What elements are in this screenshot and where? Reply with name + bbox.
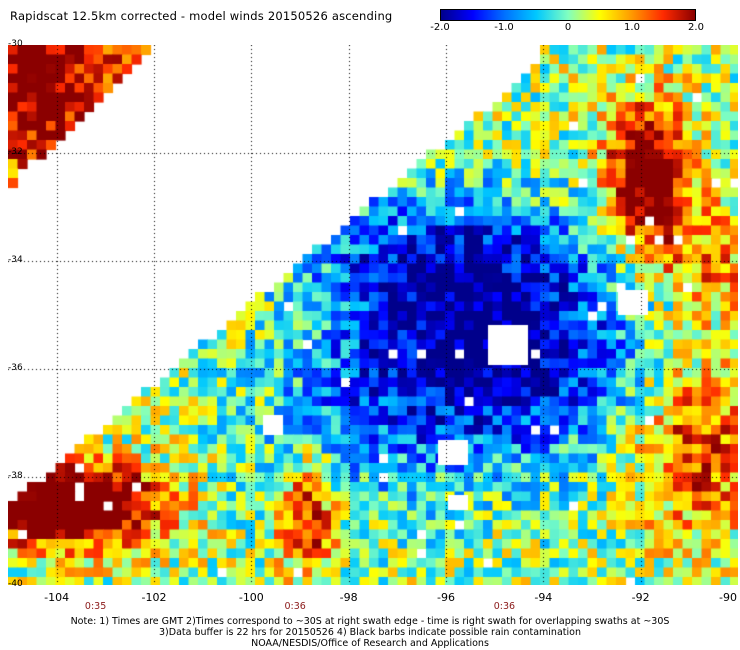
colorbar-tick-label: 0 xyxy=(564,22,572,33)
latitude-tick-label: -36 xyxy=(8,363,23,373)
longitude-tick-label: -92 xyxy=(631,591,650,604)
latitude-tick-label: -32 xyxy=(8,147,23,157)
note-line-3: NOAA/NESDIS/Office of Research and Appli… xyxy=(251,638,489,649)
latitude-tick-label: -30 xyxy=(8,39,23,49)
longitude-tick-label: -100 xyxy=(238,591,264,604)
latitude-tick-label: -40 xyxy=(8,579,23,589)
longitude-tick-label: -98 xyxy=(339,591,358,604)
pass-time-label: 0:36 xyxy=(284,601,306,612)
note-line-2: 3)Data buffer is 22 hrs for 20150526 4) … xyxy=(159,627,581,638)
colorbar-tick-label: 2.0 xyxy=(688,22,704,33)
pass-time-label: 0:36 xyxy=(493,601,516,612)
wind-difference-map xyxy=(8,45,738,585)
latitude-tick-label: -38 xyxy=(8,471,23,481)
pass-time-label: 0:35 xyxy=(84,601,107,612)
longitude-tick-label: -96 xyxy=(437,591,455,604)
color-scale-bar xyxy=(440,9,696,21)
longitude-tick-label: -90 xyxy=(719,591,737,604)
longitude-tick-label: -104 xyxy=(44,591,70,604)
colorbar-tick-label: 1.0 xyxy=(624,22,640,33)
colorbar-tick-label: -1.0 xyxy=(494,22,514,33)
map-title: Rapidscat 12.5km corrected - model winds… xyxy=(10,9,393,23)
longitude-tick-label: -102 xyxy=(141,591,167,604)
latitude-tick-label: -34 xyxy=(8,255,23,265)
colorbar-tick-label: -2.0 xyxy=(430,22,450,33)
note-line-1: Note: 1) Times are GMT 2)Times correspon… xyxy=(70,616,670,627)
longitude-tick-label: -94 xyxy=(534,591,553,604)
